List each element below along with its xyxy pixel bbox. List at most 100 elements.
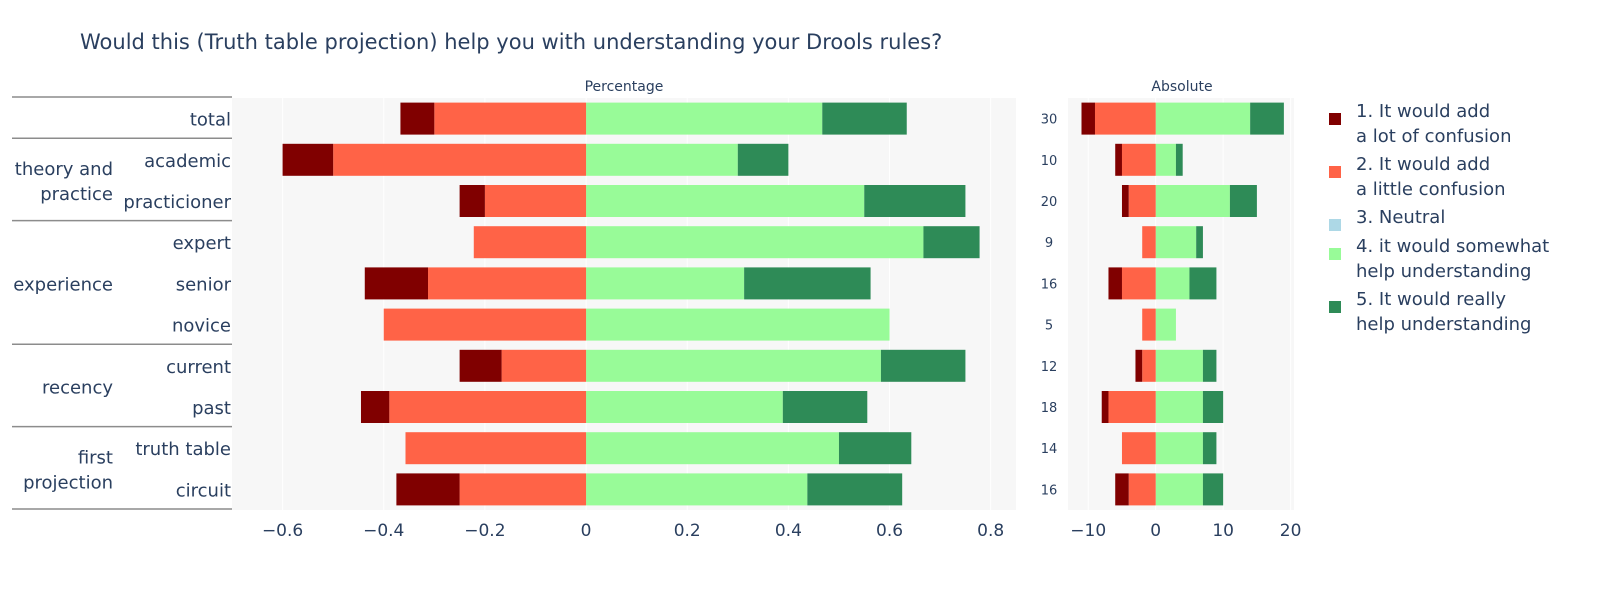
absolute-bar-current-series-1 bbox=[1135, 349, 1143, 382]
absolute-bar-academic-series-4 bbox=[1155, 143, 1176, 176]
percentage-bar-senior-series-5 bbox=[744, 267, 871, 300]
absolute-bar-circuit-series-5 bbox=[1202, 473, 1224, 506]
category-labels: 30 10 20 9 16 5 12 18 14 16 total academic practicio… bbox=[12, 96, 1058, 510]
percentage-bar-current-series-2 bbox=[501, 349, 587, 382]
percentage-bar-past-series-5 bbox=[782, 391, 868, 423]
absolute-bar-past-series-5 bbox=[1202, 391, 1224, 423]
percentage-bar-practicioner-series-4 bbox=[586, 185, 865, 217]
percentage-bar-total-series-1 bbox=[400, 102, 435, 135]
category-label-novice: novice bbox=[172, 316, 231, 337]
percentage-bar-past-series-4 bbox=[586, 391, 783, 423]
group-label-first-projection: first projection bbox=[23, 447, 113, 493]
percentage-bar-past-series-2 bbox=[389, 391, 587, 423]
percentage-bar-senior-series-4 bbox=[586, 267, 745, 300]
category-label-practicioner: practicioner bbox=[123, 192, 231, 213]
chart-title: Would this (Truth table projection) help… bbox=[80, 30, 942, 54]
absolute-bar-senior-series-1 bbox=[1108, 267, 1122, 300]
absolute-bar-current-series-5 bbox=[1202, 349, 1217, 382]
legend-label-3: 3. Neutral bbox=[1356, 207, 1445, 228]
percentage-bar-academic-series-1 bbox=[282, 143, 334, 176]
legend-label-4: 4. it would somewhat help understanding bbox=[1356, 236, 1549, 282]
sample-size-label: 20 bbox=[1041, 195, 1058, 210]
absolute-bar-practicioner-series-4 bbox=[1155, 185, 1230, 217]
percentage-x-tick-label: 0.4 bbox=[775, 521, 802, 541]
absolute-x-tick-label: 20 bbox=[1280, 521, 1302, 541]
percentage-bar-total-series-4 bbox=[586, 102, 823, 135]
sample-size-label: 30 bbox=[1041, 113, 1058, 128]
sample-size-label: 12 bbox=[1041, 360, 1058, 375]
percentage-x-tick-label: 0.8 bbox=[977, 521, 1004, 541]
absolute-bar-total-series-1 bbox=[1081, 102, 1095, 135]
sample-size-label: 10 bbox=[1041, 154, 1058, 169]
percentage-x-tick-label: 0.2 bbox=[674, 521, 701, 541]
sample-size-label: 5 bbox=[1045, 319, 1053, 334]
absolute-bar-total-series-2 bbox=[1094, 102, 1156, 135]
category-label-expert: expert bbox=[173, 233, 231, 254]
percentage-bar-current-series-5 bbox=[880, 349, 966, 382]
percentage-x-tick-label: 0.6 bbox=[876, 521, 903, 541]
legend-swatch-2 bbox=[1329, 166, 1341, 178]
absolute-bar-practicioner-series-1 bbox=[1121, 185, 1129, 217]
category-label-senior: senior bbox=[176, 274, 232, 295]
percentage-bar-novice-series-2 bbox=[383, 308, 587, 341]
absolute-bar-total-series-5 bbox=[1250, 102, 1284, 135]
sample-size-label: 16 bbox=[1041, 483, 1058, 498]
absolute-x-tick-label: −10 bbox=[1070, 521, 1106, 541]
absolute-bar-circuit-series-4 bbox=[1155, 473, 1203, 506]
category-label-academic: academic bbox=[144, 151, 231, 172]
absolute-bar-expert-series-2 bbox=[1142, 226, 1156, 259]
sample-size-label: 9 bbox=[1045, 236, 1053, 251]
sample-size-label: 16 bbox=[1041, 277, 1058, 292]
category-label-total: total bbox=[190, 110, 231, 131]
percentage-bar-circuit-series-1 bbox=[396, 473, 460, 506]
absolute-bar-academic-series-5 bbox=[1175, 143, 1183, 176]
legend-swatch-5 bbox=[1329, 301, 1341, 313]
absolute-bar-academic-series-2 bbox=[1121, 143, 1156, 176]
absolute-bar-past-series-2 bbox=[1108, 391, 1156, 423]
percentage-bar-circuit-series-4 bbox=[586, 473, 808, 506]
percentage-bar-academic-series-2 bbox=[333, 143, 587, 176]
percentage-bar-truth-table-series-5 bbox=[838, 432, 912, 465]
absolute-bar-past-series-4 bbox=[1155, 391, 1203, 423]
legend-swatch-4 bbox=[1329, 248, 1341, 260]
percentage-bar-truth-table-series-4 bbox=[586, 432, 839, 465]
percentage-x-tick-label: 0 bbox=[581, 521, 592, 541]
group-label-theory-and-practice: theory and practice bbox=[15, 159, 113, 205]
absolute-bar-truth-table-series-4 bbox=[1155, 432, 1203, 465]
absolute-bar-practicioner-series-2 bbox=[1128, 185, 1156, 217]
legend-label-2: 2. It would add a little confusion bbox=[1356, 154, 1506, 200]
absolute-bar-novice-series-4 bbox=[1155, 308, 1176, 341]
category-label-truth-table: truth table bbox=[135, 439, 231, 460]
percentage-bar-circuit-series-5 bbox=[807, 473, 903, 506]
sample-size-label: 14 bbox=[1041, 442, 1058, 457]
percentage-bar-current-series-1 bbox=[459, 349, 502, 382]
percentage-bar-total-series-5 bbox=[822, 102, 907, 135]
percentage-bar-expert-series-4 bbox=[586, 226, 924, 259]
percentage-bar-practicioner-series-1 bbox=[459, 185, 485, 217]
category-label-past: past bbox=[192, 398, 231, 419]
legend-swatch-3 bbox=[1329, 219, 1341, 231]
percentage-bar-academic-series-5 bbox=[737, 143, 789, 176]
percentage-bar-total-series-2 bbox=[434, 102, 587, 135]
percentage-bar-expert-series-2 bbox=[473, 226, 587, 259]
group-label-experience: experience bbox=[13, 274, 113, 295]
percentage-bar-senior-series-1 bbox=[364, 267, 428, 300]
absolute-bar-circuit-series-1 bbox=[1115, 473, 1129, 506]
legend-label-5: 5. It would really help understanding bbox=[1356, 289, 1531, 335]
percentage-bar-practicioner-series-2 bbox=[484, 185, 587, 217]
percentage-bar-novice-series-4 bbox=[586, 308, 890, 341]
legend-label-1: 1. It would add a lot of confusion bbox=[1356, 101, 1511, 147]
legend-swatch-1 bbox=[1329, 113, 1341, 125]
absolute-bar-senior-series-2 bbox=[1121, 267, 1156, 300]
category-label-circuit: circuit bbox=[176, 480, 231, 501]
percentage-bar-practicioner-series-5 bbox=[864, 185, 966, 217]
absolute-panel-title: Absolute bbox=[1151, 79, 1212, 95]
percentage-x-tick-label: −0.4 bbox=[363, 521, 404, 541]
absolute-bar-senior-series-5 bbox=[1189, 267, 1217, 300]
absolute-bar-current-series-2 bbox=[1142, 349, 1156, 382]
absolute-bar-practicioner-series-5 bbox=[1229, 185, 1257, 217]
category-label-current: current bbox=[166, 357, 231, 378]
absolute-bar-current-series-4 bbox=[1155, 349, 1203, 382]
